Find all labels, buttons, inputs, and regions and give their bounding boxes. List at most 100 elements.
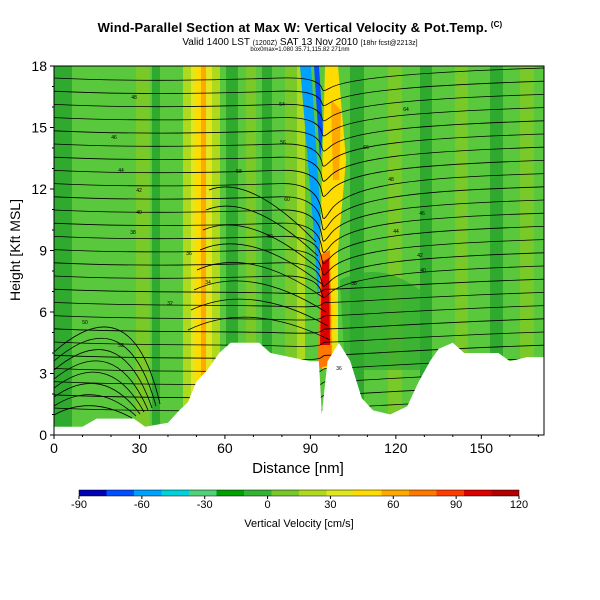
theta-contour xyxy=(54,199,544,242)
velocity-band xyxy=(191,66,196,435)
theta-contour xyxy=(54,358,544,374)
title-copyright-mark: (C) xyxy=(490,20,503,29)
x-tick-label: 30 xyxy=(132,440,148,456)
updraft-shoulder xyxy=(331,100,341,180)
colorbar-tick-label: 0 xyxy=(265,499,271,511)
contour-label: 58 xyxy=(236,169,242,175)
velocity-band xyxy=(206,66,212,435)
contour-label: 40 xyxy=(136,210,142,216)
x-tick-label: 90 xyxy=(303,440,319,456)
y-axis: 0 3 6 9 12 15 18 xyxy=(31,58,54,443)
contour-label: 38 xyxy=(351,281,357,287)
downdraft-core xyxy=(300,66,322,300)
y-axis-label: Height [Kft MSL] xyxy=(7,199,23,301)
contour-label: 34 xyxy=(205,280,211,286)
theta-contour xyxy=(199,243,323,285)
valid-utc-text: (1200Z) xyxy=(252,40,278,47)
theta-contour xyxy=(54,305,544,321)
x-tick-label: 150 xyxy=(470,440,494,456)
contour-label: 62 xyxy=(267,234,273,240)
contour-label: 48 xyxy=(388,177,394,183)
theta-contour xyxy=(54,318,544,334)
contour-label: 42 xyxy=(417,253,423,259)
theta-contour xyxy=(54,239,544,276)
theta-contour xyxy=(54,173,544,219)
y-tick-label: 9 xyxy=(39,243,47,259)
theta-contour xyxy=(202,224,321,271)
colorbar-tick-label: 30 xyxy=(324,499,336,511)
theta-contour xyxy=(187,316,331,341)
velocity-band xyxy=(388,66,402,435)
contour-label: 32 xyxy=(167,301,173,307)
colorbar-tick-label: 120 xyxy=(510,499,528,511)
contour-label: 44 xyxy=(118,168,124,174)
colorbar-tick-label: -90 xyxy=(71,499,87,511)
y-tick-label: 3 xyxy=(39,366,47,382)
contour-label: 66 xyxy=(363,145,369,151)
velocity-band xyxy=(201,66,206,435)
colorbar-tick-label: 90 xyxy=(450,499,462,511)
valid-date-text: SAT 13 Nov 2010 xyxy=(279,37,358,48)
x-tick-label: 0 xyxy=(50,440,58,456)
velocity-band xyxy=(262,66,272,435)
contour-label: 60 xyxy=(284,197,290,203)
contour-labels: 48 46 44 42 40 38 36 34 32 50 52 54 56 58 60 62 64 66 48 46… xyxy=(82,95,426,372)
theta-contour xyxy=(54,252,544,287)
velocity-band xyxy=(297,66,305,435)
downdraft-peak xyxy=(314,66,323,160)
valid-run-text: [18hr fcst@2213z] xyxy=(360,40,418,47)
theta-contour xyxy=(54,337,157,407)
theta-contour xyxy=(54,344,544,360)
velocity-band xyxy=(183,66,191,435)
contour-label: 50 xyxy=(82,320,88,326)
theta-contour xyxy=(54,212,544,253)
valid-time-line: Valid 1400 LST (1200Z) SAT 13 Nov 2010 [… xyxy=(0,37,600,48)
terrain-mask xyxy=(54,342,544,436)
theta-contour xyxy=(54,383,141,415)
velocity-band xyxy=(520,66,534,435)
theta-contour xyxy=(205,205,319,257)
theta-contour xyxy=(54,292,544,308)
colorbar xyxy=(78,489,520,497)
theta-contour xyxy=(54,349,153,409)
theta-contour xyxy=(54,226,544,265)
contour-label: 64 xyxy=(403,107,409,113)
theta-contour xyxy=(54,146,544,182)
velocity-field xyxy=(54,66,534,435)
theta-contour xyxy=(193,280,327,313)
velocity-band xyxy=(455,66,468,435)
y-tick-label: 18 xyxy=(31,58,47,74)
colorbar-tick-label: -60 xyxy=(134,499,150,511)
colorbar-tick-label: -30 xyxy=(197,499,213,511)
contour-label: 46 xyxy=(419,211,425,217)
theta-contour xyxy=(54,107,544,137)
theta-contour xyxy=(208,186,317,243)
velocity-band xyxy=(152,66,160,435)
y-tick-label: 12 xyxy=(31,181,47,197)
colorbar-tick-label: 60 xyxy=(387,499,399,511)
theta-contour xyxy=(54,360,149,411)
contour-label: 52 xyxy=(118,343,124,349)
velocity-band xyxy=(490,66,503,435)
y-tick-label: 0 xyxy=(39,427,47,443)
contour-label: 44 xyxy=(393,229,399,235)
box-max-line: box0max=1.080 35.71,115.82 271nm xyxy=(250,47,350,53)
colorbar-ticks: -90 -60 -30 0 30 60 90 120 xyxy=(71,496,528,511)
theta-contour xyxy=(196,262,325,299)
x-tick-label: 60 xyxy=(217,440,233,456)
contour-label: 40 xyxy=(420,268,426,274)
title-text: Wind-Parallel Section at Max W: Vertical… xyxy=(97,20,488,35)
contour-label: 46 xyxy=(111,135,117,141)
theta-contour xyxy=(54,160,544,197)
theta-contour xyxy=(54,278,544,294)
contour-label: 36 xyxy=(336,366,342,372)
chart-title: Wind-Parallel Section at Max W: Vertical… xyxy=(0,20,600,35)
x-axis: 0 30 60 90 120 150 xyxy=(50,435,539,456)
theta-contour xyxy=(54,67,544,92)
theta-contour xyxy=(54,80,544,107)
velocity-band xyxy=(136,66,150,435)
theta-contour xyxy=(190,298,329,327)
x-tick-label: 120 xyxy=(384,440,408,456)
theta-contour xyxy=(54,405,133,419)
